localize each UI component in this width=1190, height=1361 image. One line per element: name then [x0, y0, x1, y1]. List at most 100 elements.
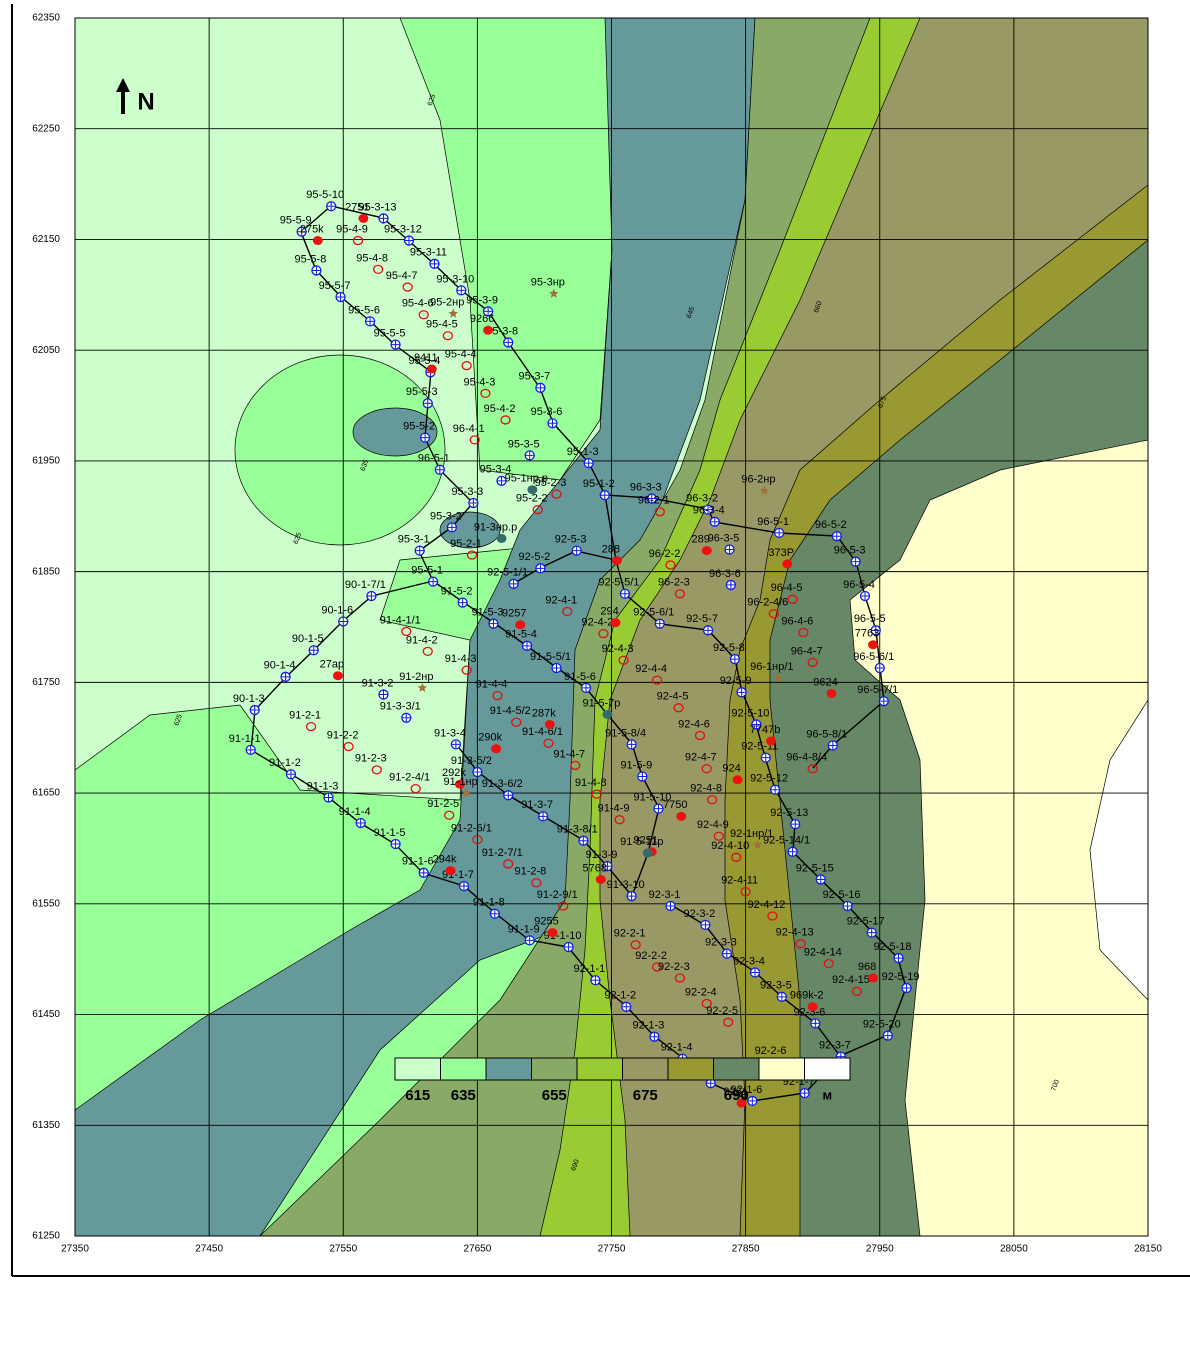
well-label: 287k: [532, 707, 556, 719]
well-marker: [324, 793, 333, 802]
well-label: 91-2-7/1: [482, 847, 523, 859]
well-label: 95-4-2: [484, 403, 516, 415]
well-label: 95-4-9: [336, 223, 368, 235]
well-label: 92-5-19: [882, 971, 920, 983]
well-label: 91-3-2: [362, 677, 394, 689]
well-marker: [782, 559, 792, 568]
well-label: 91-5-3: [472, 607, 504, 619]
well-marker: [832, 532, 841, 541]
x-tick-label: 27450: [195, 1244, 223, 1255]
well-marker: [435, 465, 444, 474]
well-label: 7750: [663, 799, 687, 811]
well-label: 91-4-8: [575, 777, 607, 789]
well-label: 95-5-2: [403, 421, 435, 433]
y-tick-label: 62350: [32, 13, 60, 24]
well-marker: [702, 546, 712, 555]
well-marker: [489, 619, 498, 628]
well-label: 92-3-4: [733, 955, 765, 967]
well-label: 92-1-4: [661, 1042, 693, 1054]
map-figure: 625625635645660675690700625 95-5-1095-3-…: [0, 0, 1190, 1356]
well-marker: [775, 528, 784, 537]
well-label: 92-4-5: [657, 691, 689, 703]
well-label: 95-5-3: [406, 386, 438, 398]
well-marker: [627, 740, 636, 749]
well-marker: [536, 383, 545, 392]
well-marker: [427, 365, 437, 374]
well-label: 91-4-3: [445, 653, 477, 665]
well-marker: [469, 498, 478, 507]
well-marker: [860, 591, 869, 600]
x-tick-label: 28050: [1000, 1244, 1028, 1255]
well-label: 92-2-6: [755, 1045, 787, 1057]
well-label: 91-3нр.р: [474, 521, 517, 533]
well-label: 96-5-4: [843, 579, 875, 591]
well-marker: [547, 928, 557, 937]
well-marker: [596, 875, 606, 884]
well-marker: [879, 697, 888, 706]
well-marker: [286, 770, 295, 779]
well-label: 95-3-11: [410, 247, 447, 259]
well-label: 96-4-6: [781, 615, 813, 627]
well-marker: [894, 954, 903, 963]
well-marker: [312, 266, 321, 275]
well-marker: [733, 775, 743, 784]
well-label: 91-1-1: [229, 733, 261, 745]
well-marker: [367, 591, 376, 600]
well-marker: [447, 523, 456, 532]
well-marker: [313, 236, 323, 245]
well-label: 92-4-14: [804, 947, 842, 959]
well-marker: [339, 617, 348, 626]
well-label: 92-5-7: [686, 613, 718, 625]
legend-level: 675: [633, 1087, 658, 1104]
well-marker: [483, 326, 493, 335]
well-marker: [655, 619, 664, 628]
well-label: 91-2-3: [355, 753, 387, 765]
well-label: 95-4-3: [464, 376, 496, 388]
well-marker: [851, 557, 860, 566]
well-label: 92-3-3: [705, 937, 737, 949]
well-marker: [379, 690, 388, 699]
well-marker: [600, 491, 609, 500]
well-marker: [676, 812, 686, 821]
well-label: 92-5-10: [731, 707, 769, 719]
well-marker: [504, 338, 513, 347]
well-label: 91-2-1: [289, 710, 321, 722]
legend-level: 635: [451, 1087, 476, 1104]
y-tick-label: 62150: [32, 234, 60, 245]
well-label: 9266: [470, 313, 494, 325]
well-label: 294: [600, 605, 618, 617]
north-label: N: [137, 88, 154, 115]
well-label: 95-4-8: [356, 252, 388, 264]
well-label: 95-3-3: [451, 486, 483, 498]
well-label: 90-1-7/1: [345, 579, 386, 591]
well-label: 92-4-4: [635, 663, 667, 675]
well-label: 96-1нр/1: [750, 661, 793, 673]
well-label: 92-4-15: [832, 974, 870, 986]
well-label: 92-4-13: [776, 927, 814, 939]
well-marker: [525, 936, 534, 945]
well-marker: [751, 968, 760, 977]
well-marker: [622, 1002, 631, 1011]
well-marker: [643, 848, 653, 857]
well-label: 968: [858, 961, 876, 973]
well-label: 91-2нр: [399, 671, 433, 683]
well-marker: [572, 546, 581, 555]
well-label: 92-4-7: [685, 752, 717, 764]
well-label: 95-5-10: [306, 189, 344, 201]
well-label: 92-2-5: [706, 1005, 738, 1017]
well-label: 9411: [414, 352, 438, 364]
x-tick-label: 27850: [732, 1244, 760, 1255]
well-label: 95-2нр: [430, 297, 464, 309]
well-marker: [490, 909, 499, 918]
well-label: 92-2-4: [685, 986, 717, 998]
well-label: 969k-2: [790, 990, 824, 1002]
well-label: 95-4-5: [426, 319, 458, 331]
well-marker: [800, 1089, 809, 1098]
well-marker: [336, 293, 345, 302]
well-label: 91-3-3/1: [380, 701, 421, 713]
well-label: 92-4-8: [690, 783, 722, 795]
well-label: 91-4-1/1: [380, 614, 421, 626]
well-label: 92-5-2: [519, 551, 551, 563]
well-marker: [459, 882, 468, 891]
well-marker: [826, 689, 836, 698]
